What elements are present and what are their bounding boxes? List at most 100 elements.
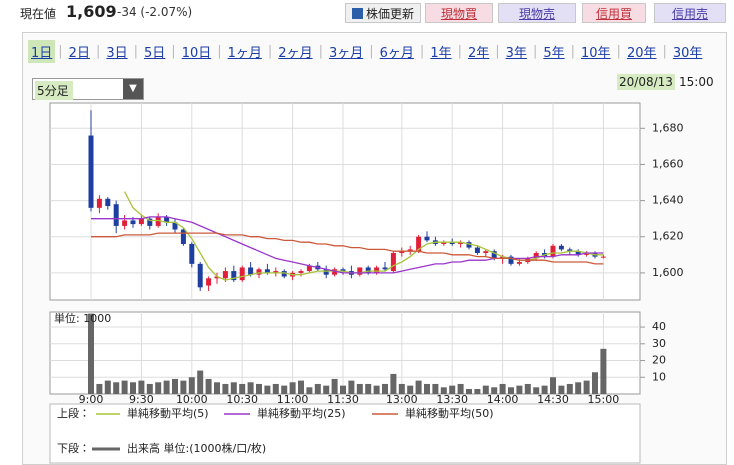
candle-body (575, 251, 581, 255)
volume-bar (508, 387, 514, 394)
period-tab[interactable]: 1ヶ月 (227, 45, 262, 61)
volume-bar (281, 385, 288, 394)
candle-body (567, 249, 573, 252)
candle-body (390, 253, 396, 272)
volume-bar (306, 387, 313, 394)
legend-text: 単純移動平均(50) (405, 406, 494, 420)
volume-bar (121, 380, 128, 394)
moving-average-line (91, 216, 604, 274)
candle-body (474, 247, 480, 254)
period-tab[interactable]: 10年 (581, 45, 611, 61)
x-tick-label: 10:00 (176, 393, 208, 406)
volume-bar (558, 385, 565, 394)
moving-average-line (91, 232, 604, 265)
candle-body (96, 198, 102, 208)
candle-body (466, 242, 472, 248)
volume-bar (583, 380, 590, 394)
candle-body (281, 271, 287, 277)
y-tick-label: 10 (652, 370, 666, 383)
trade-button[interactable]: 信用買 (582, 3, 646, 23)
candle-body (500, 256, 506, 259)
x-tick-label: 13:00 (386, 393, 418, 406)
period-tab[interactable]: 3日 (106, 45, 128, 61)
volume-bar (88, 313, 94, 394)
volume-bar (104, 380, 111, 394)
period-tab[interactable]: 2日 (68, 45, 90, 61)
candle-body (180, 229, 186, 244)
volume-bar (197, 370, 204, 394)
volume-bar (331, 378, 338, 394)
tab-separator: | (58, 43, 63, 59)
candle-body (239, 267, 245, 281)
legend-label: 下段： (57, 441, 90, 455)
x-tick-label: 13:30 (436, 393, 468, 406)
period-tab[interactable]: 2ヶ月 (278, 45, 313, 61)
period-tab[interactable]: 5日 (144, 45, 166, 61)
candle-body (155, 216, 161, 226)
volume-bar (172, 378, 178, 394)
period-tab[interactable]: 3年 (505, 45, 527, 61)
candle-body (130, 220, 136, 225)
tab-separator: | (267, 43, 273, 59)
period-tab[interactable]: 30年 (672, 45, 703, 61)
volume-bar (407, 385, 414, 394)
trade-button[interactable]: 信用売 (654, 3, 726, 23)
volume-bar (365, 383, 372, 394)
volume-bar (356, 383, 363, 394)
volume-bar (256, 383, 262, 394)
y-tick-label: 40 (652, 320, 666, 333)
volume-bar (155, 382, 162, 394)
volume-plot-area (49, 311, 641, 395)
volume-bar (575, 382, 582, 394)
candle-body (214, 276, 220, 279)
period-tab[interactable]: 2年 (467, 45, 490, 61)
candle-body (298, 271, 304, 273)
legend-text: 出来高 単位:(1000株/口/枚) (127, 441, 266, 455)
candle-body (508, 256, 514, 264)
tab-separator: | (570, 43, 575, 59)
period-tab[interactable]: 1年 (430, 45, 452, 61)
y-axis-label: 単位: 1000 (54, 311, 111, 325)
candle-body (483, 251, 489, 254)
candle-body (533, 253, 539, 259)
trade-button[interactable]: 現物売 (498, 3, 576, 23)
period-tab[interactable]: 1日 (28, 39, 56, 63)
current-price: 1,609 (66, 2, 117, 21)
candle-body (264, 269, 270, 273)
volume-bar (113, 382, 120, 394)
volume-bar (533, 387, 540, 394)
tab-separator: | (616, 43, 621, 59)
tab-separator: | (171, 43, 176, 59)
volume-bar (491, 387, 498, 394)
period-tab[interactable]: 6ヶ月 (379, 45, 414, 61)
x-tick-label: 11:00 (277, 393, 309, 406)
candle-body (164, 216, 170, 223)
y-tick-label: 30 (652, 337, 666, 350)
tab-separator: | (95, 43, 101, 59)
trade-button[interactable]: 現物買 (425, 3, 493, 23)
refresh-button[interactable]: 株価更新 (345, 3, 421, 23)
volume-bar (566, 383, 573, 394)
volume-bar (180, 380, 187, 394)
refresh-icon (351, 8, 363, 19)
candle-body (600, 256, 606, 258)
candle-body (558, 245, 564, 250)
tab-separator: | (369, 43, 374, 59)
interval-text: 5分足 (35, 81, 73, 100)
candle-body (206, 278, 212, 286)
volume-bar (188, 377, 195, 394)
interval-select[interactable]: 5分足 ▼ (32, 78, 144, 100)
volume-bar (130, 382, 136, 394)
chart-time: 15:00 (679, 75, 714, 89)
candle-body (332, 269, 338, 275)
x-tick-label: 14:30 (537, 393, 569, 406)
period-tab[interactable]: 5年 (543, 45, 565, 61)
period-tab[interactable]: 10日 (181, 45, 212, 61)
candle-body (323, 269, 329, 275)
period-tab[interactable]: 3ヶ月 (328, 45, 364, 61)
period-tab[interactable]: 20年 (626, 45, 657, 61)
volume-bar (390, 373, 397, 394)
tab-separator: | (217, 43, 222, 59)
volume-bar (415, 380, 422, 394)
candle-body (122, 220, 128, 226)
